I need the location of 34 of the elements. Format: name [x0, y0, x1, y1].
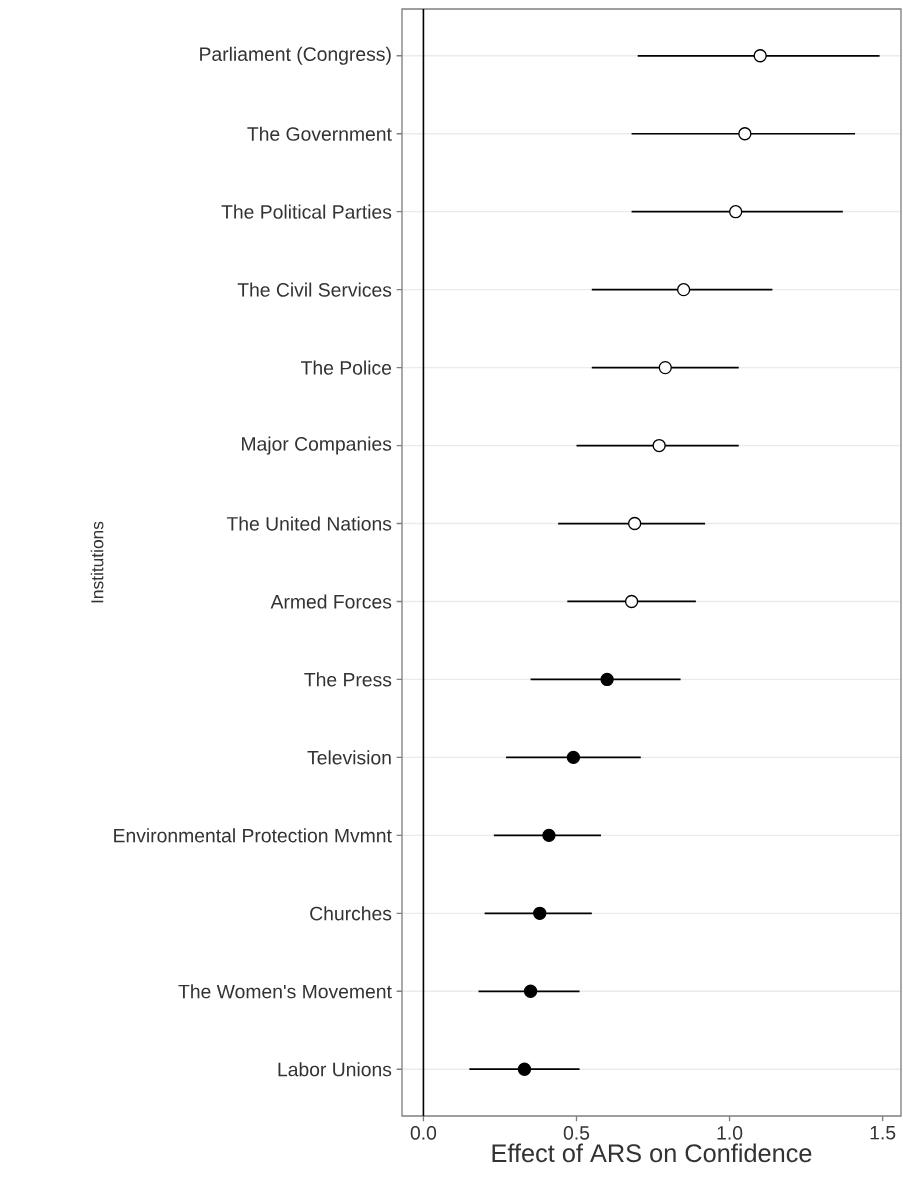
point [729, 205, 743, 219]
point [517, 1062, 532, 1076]
y-tick-label: Armed Forces [270, 594, 392, 609]
point [533, 906, 547, 920]
x-tick-label: 1.0 [717, 1126, 743, 1140]
x-tick-label: 0.5 [563, 1126, 590, 1140]
y-tick-label: Major Companies [242, 436, 392, 455]
point [658, 360, 672, 375]
point [676, 282, 691, 297]
x-tick-label: 0.0 [410, 1126, 437, 1140]
y-tick-label: The Police [301, 360, 392, 375]
y-tick-label: The Press [304, 672, 392, 687]
point [753, 49, 767, 63]
y-axis-title: Institutions [90, 521, 104, 603]
y-tick-label: Environmental Protection Mvmnt [114, 828, 392, 843]
point [652, 438, 666, 453]
x-tick-label: 1.5 [870, 1126, 896, 1140]
y-tick-label: Television [307, 750, 391, 765]
y-tick-label: The United Nations [226, 516, 392, 531]
point [566, 750, 581, 765]
y-tick-label: Parliament (Congress) [200, 46, 391, 65]
y-tick-label: The Government [247, 126, 392, 141]
point [627, 516, 642, 531]
point [523, 984, 538, 998]
point [542, 828, 556, 843]
point [600, 672, 614, 687]
y-tick-label: Churches [310, 906, 392, 921]
x-axis-title: Effect of ARS on Confidence [492, 1143, 812, 1163]
y-tick-label: The Women's Movement [178, 984, 392, 999]
y-tick-label: Labor Unions [278, 1062, 392, 1077]
point [738, 127, 752, 141]
point [624, 594, 639, 609]
y-tick-label: The Civil Services [237, 282, 392, 297]
y-tick-label: The Political Parties [221, 204, 392, 219]
